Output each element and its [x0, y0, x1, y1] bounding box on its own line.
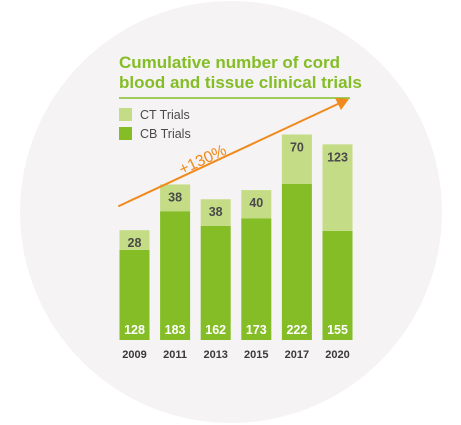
- bar-cb-2020: [322, 230, 353, 340]
- bar-ct-2017: [281, 134, 312, 184]
- x-tick-2020: 2020: [325, 349, 349, 361]
- bar-cb-2015: [241, 218, 272, 340]
- bar-ct-2020: [322, 144, 353, 231]
- chart-title-line-2: blood and tissue clinical trials: [119, 73, 362, 92]
- x-tick-2017: 2017: [285, 349, 309, 361]
- growth-arrow-shaft: [118, 102, 341, 207]
- value-label-cb-2013: 162: [205, 323, 226, 337]
- value-label-cb-2020: 155: [327, 323, 348, 337]
- value-label-ct-2015: 40: [249, 196, 263, 210]
- bar-ct-2013: [200, 199, 231, 226]
- bar-ct-2009: [119, 230, 150, 250]
- x-tick-2009: 2009: [122, 349, 146, 361]
- bar-cb-2013: [200, 225, 231, 340]
- x-axis-ticks: 2009 2011 2013 2015 2017 2020: [122, 349, 349, 361]
- x-tick-2015: 2015: [244, 349, 268, 361]
- bar-ct-2015: [241, 190, 272, 219]
- value-label-ct-2013: 38: [209, 205, 223, 219]
- x-tick-2011: 2011: [163, 349, 187, 361]
- value-label-ct-2011: 38: [168, 190, 182, 204]
- legend-swatch-cb: [119, 127, 132, 140]
- value-label-cb-2015: 173: [246, 323, 267, 337]
- legend-swatch-ct: [119, 108, 132, 121]
- value-label-cb-2011: 183: [165, 323, 186, 337]
- value-label-ct-2017: 70: [290, 140, 304, 154]
- value-label-cb-2009: 128: [124, 323, 145, 337]
- legend-label-cb: CB Trials: [140, 127, 191, 141]
- chart-title-line-1: Cumulative number of cord: [119, 53, 340, 72]
- bar-cb-2009: [119, 249, 150, 340]
- value-label-ct-2009: 28: [128, 236, 142, 250]
- value-label-ct-2020: 123: [327, 150, 348, 164]
- legend-label-ct: CT Trials: [140, 108, 190, 122]
- bar-ct-2011: [160, 184, 191, 212]
- growth-arrow-head: [335, 98, 349, 110]
- bars-group: 128 28 183 38 162 38 173 40 222 70 155 123: [119, 134, 353, 340]
- x-tick-2013: 2013: [203, 349, 227, 361]
- bar-cb-2017: [281, 183, 312, 340]
- bar-cb-2011: [160, 211, 191, 340]
- value-label-cb-2017: 222: [286, 323, 307, 337]
